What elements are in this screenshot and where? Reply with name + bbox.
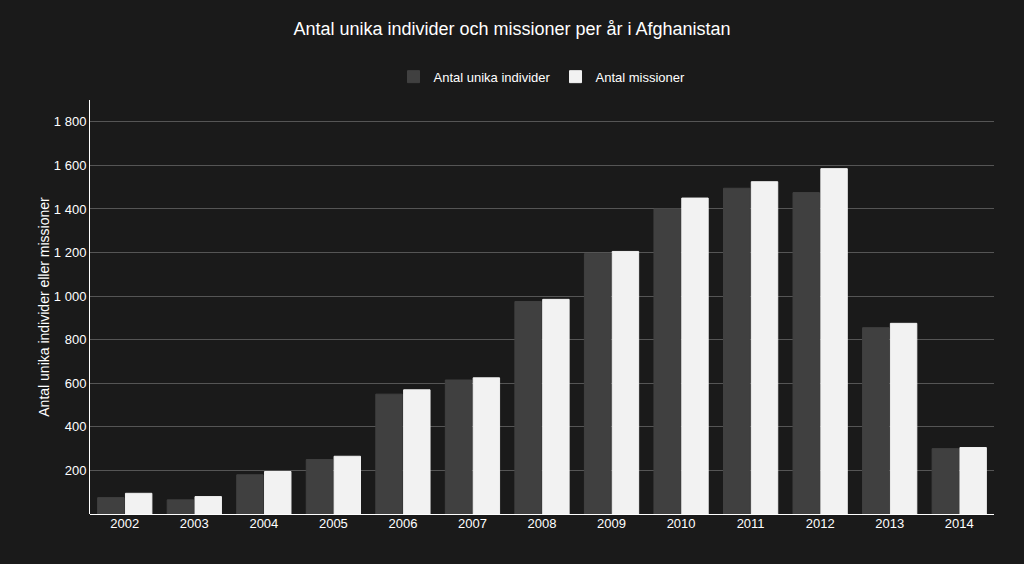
svg-text:2011: 2011 [737,516,765,531]
svg-text:800: 800 [65,332,87,347]
svg-text:1 200: 1 200 [54,245,87,260]
svg-text:400: 400 [65,419,87,434]
svg-text:2013: 2013 [875,516,904,531]
svg-text:2003: 2003 [180,516,209,531]
svg-text:1 600: 1 600 [54,158,87,173]
svg-text:2005: 2005 [319,516,348,531]
svg-text:2002: 2002 [110,516,139,531]
svg-text:Antal missioner: Antal missioner [596,70,686,85]
svg-text:200: 200 [65,463,87,478]
svg-text:2014: 2014 [945,516,974,531]
svg-text:600: 600 [65,376,87,391]
svg-text:1 400: 1 400 [54,202,87,217]
svg-text:1 800: 1 800 [54,114,87,129]
svg-text:2004: 2004 [249,516,278,531]
svg-text:2008: 2008 [528,516,557,531]
svg-text:Antal unika individer och miss: Antal unika individer och missioner per … [293,19,730,39]
svg-text:2007: 2007 [458,516,487,531]
svg-text:2009: 2009 [597,516,626,531]
svg-text:Antal unika individer eller mi: Antal unika individer eller missioner [36,197,52,417]
svg-text:Antal unika individer: Antal unika individer [434,70,551,85]
svg-text:1 000: 1 000 [54,289,87,304]
svg-text:2010: 2010 [667,516,696,531]
svg-text:2012: 2012 [806,516,835,531]
svg-text:2006: 2006 [388,516,417,531]
